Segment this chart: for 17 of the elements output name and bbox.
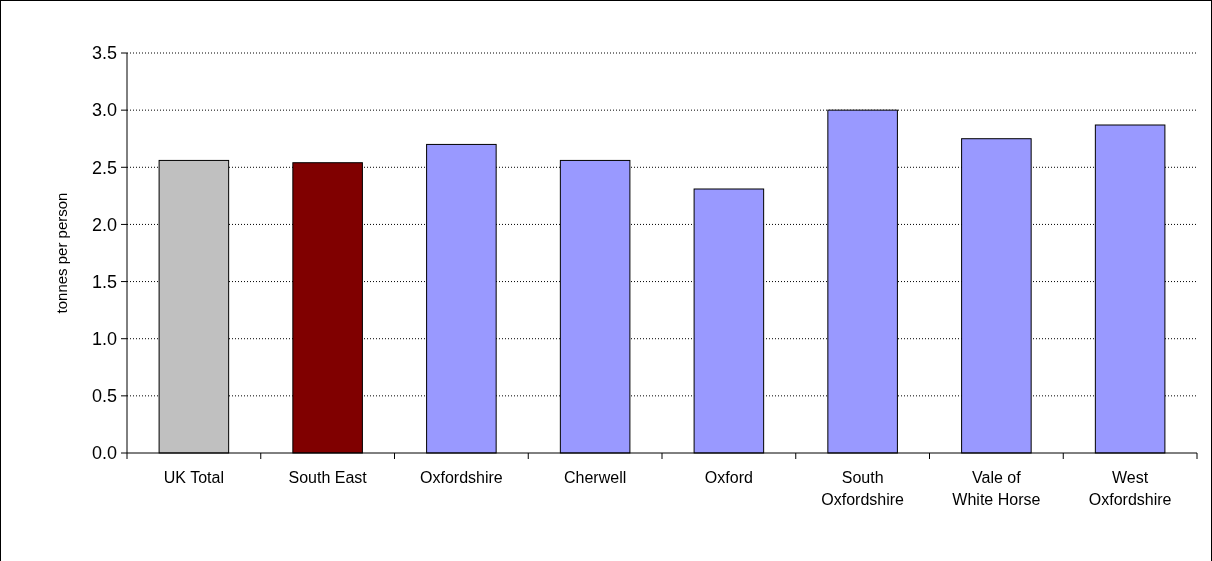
- y-tick-label: 1.0: [91, 329, 117, 350]
- x-tick-label: UK Total: [163, 469, 224, 486]
- y-tick-label: 2.5: [91, 157, 117, 178]
- x-tick-label: Cherwell: [564, 469, 627, 486]
- x-tick-label: Vale of White Horse: [952, 469, 1041, 508]
- x-tick-label: Oxford: [704, 469, 753, 486]
- x-tick-label: South Oxfordshire: [821, 469, 905, 508]
- y-axis-title: tonnes per person: [53, 192, 70, 314]
- x-tick-label: West Oxfordshire: [1088, 469, 1172, 508]
- y-tick-label: 2.0: [91, 214, 117, 235]
- x-tick-label: Oxfordshire: [420, 469, 503, 486]
- y-tick-label: 0.5: [91, 386, 117, 407]
- x-tick-label: South East: [288, 469, 368, 486]
- y-tick-label: 1.5: [91, 271, 117, 292]
- y-tick-label: 3.5: [91, 43, 117, 64]
- y-tick-label: 0.0: [91, 443, 117, 464]
- y-tick-label: 3.0: [91, 100, 117, 121]
